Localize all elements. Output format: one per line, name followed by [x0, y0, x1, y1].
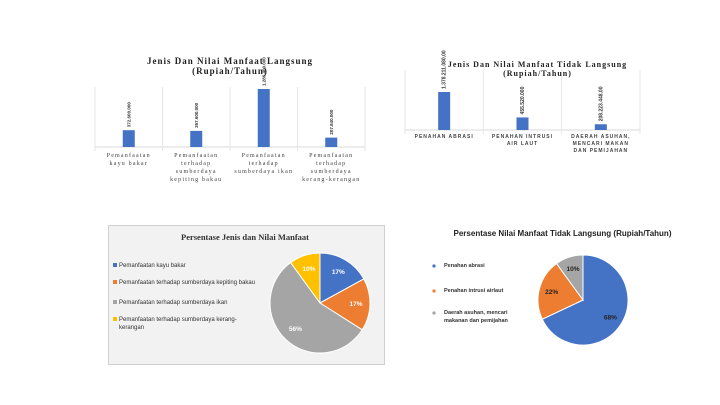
pie-slice: [289, 252, 321, 305]
chart-title: Persentase Jenis dan Nilai Manfaat: [181, 232, 309, 242]
pie-slice: [319, 252, 365, 304]
data-label: 207.840.000: [329, 109, 334, 135]
legend-label: Pemanfaatan terhadap sumberdaya ikan: [119, 300, 228, 306]
data-label: 10%: [566, 266, 579, 273]
chart-title: Jenis Dan Nilai Manfaat Langsung (Rupiah…: [146, 56, 314, 76]
data-label: 68%: [604, 314, 617, 321]
x-tick-label: DAERAH ASUHAN, MENCARI MAKAN DAN PEMIJAH…: [571, 134, 631, 154]
legend-marker: [113, 280, 117, 284]
bar: [190, 130, 203, 147]
legend-label: Penahan intrusi airlaut: [444, 288, 504, 294]
legend-marker: [113, 317, 117, 321]
legend-marker: [432, 289, 436, 293]
data-label: 1.286.400.000: [261, 57, 266, 86]
bar: [122, 130, 135, 147]
legend-marker: [432, 311, 436, 315]
x-tick-label: Pemanfaatan terhadap sumberdaya kepiting…: [170, 153, 223, 183]
x-tick-label: PENAHAN INTRUSI AIR LAUT: [491, 134, 554, 147]
data-label: 372.600.000: [126, 102, 131, 128]
pie-slice: [319, 278, 371, 331]
bar: [438, 92, 451, 130]
legend-label: Pemanfaatan terhadap sumberdaya kerang-k…: [119, 317, 237, 331]
data-label: 1.378.211.080,00: [442, 50, 448, 89]
pie-slice: [541, 254, 629, 346]
data-label: 10%: [302, 266, 315, 273]
bar: [257, 89, 270, 147]
x-tick-label: PENAHAN ABRASI: [414, 134, 474, 140]
chart-title: Persentase Nilai Manfaat Tidak Langsung …: [453, 229, 672, 238]
data-label: 357.600.000: [194, 102, 199, 128]
data-label: 17%: [332, 269, 345, 276]
data-label: 455.520.000: [520, 86, 526, 114]
legend-label: Daerah asuhan, mencari makanan dan pemij…: [444, 310, 508, 324]
legend-marker: [113, 300, 117, 304]
legend-label: Pemanfaatan terhadap sumberdaya kepiting…: [119, 280, 256, 286]
chart-title: Jenis Dan Nilai Manfaat Tidak Langsung (…: [447, 60, 628, 78]
bar: [594, 124, 607, 130]
x-tick-label: Pemanfaatan kayu bakar: [106, 153, 151, 167]
data-label: 17%: [349, 301, 362, 308]
bar: [516, 117, 529, 130]
legend-label: Penahan abrasi: [444, 263, 485, 269]
data-label: 56%: [289, 326, 302, 333]
data-label: 208.223.448,00: [598, 86, 604, 121]
pie-slice: [537, 262, 584, 320]
legend-marker: [113, 263, 117, 267]
pie-slice: [555, 254, 584, 302]
bar: [325, 137, 338, 147]
legend-label: Pemanfaatan kayu bakar: [119, 263, 186, 269]
x-tick-label: Pemanfaatan terhadap sumberdaya ikan: [234, 153, 294, 175]
pie-slice: [269, 261, 363, 354]
data-label: 22%: [545, 289, 558, 296]
legend-marker: [432, 264, 436, 268]
x-tick-label: Pemanfaatan terhadap sumberdaya kerang-k…: [302, 153, 361, 183]
